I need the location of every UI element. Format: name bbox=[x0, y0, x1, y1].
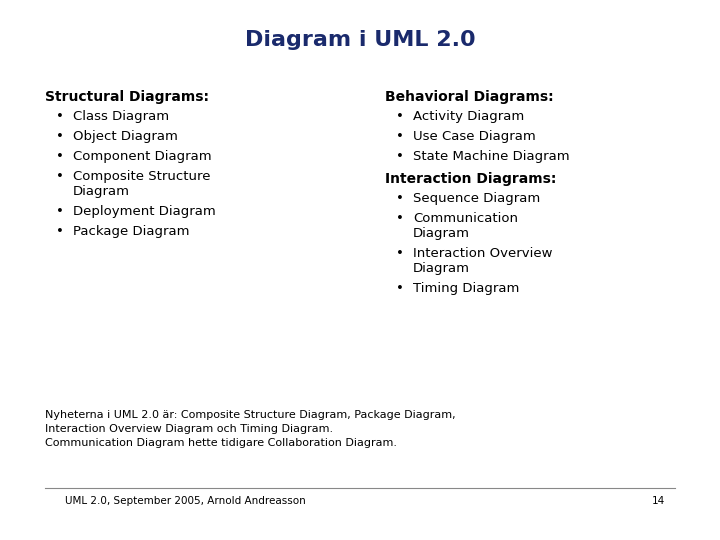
Text: Component Diagram: Component Diagram bbox=[73, 150, 212, 163]
Text: Diagram i UML 2.0: Diagram i UML 2.0 bbox=[245, 30, 475, 50]
Text: UML 2.0, September 2005, Arnold Andreasson: UML 2.0, September 2005, Arnold Andreass… bbox=[65, 496, 306, 506]
Text: •: • bbox=[56, 130, 64, 143]
Text: Interaction Overview: Interaction Overview bbox=[413, 247, 552, 260]
Text: •: • bbox=[396, 192, 404, 205]
Text: Use Case Diagram: Use Case Diagram bbox=[413, 130, 536, 143]
Text: •: • bbox=[56, 150, 64, 163]
Text: State Machine Diagram: State Machine Diagram bbox=[413, 150, 570, 163]
Text: Diagram: Diagram bbox=[413, 227, 470, 240]
Text: •: • bbox=[396, 110, 404, 123]
Text: Diagram: Diagram bbox=[413, 262, 470, 275]
Text: Package Diagram: Package Diagram bbox=[73, 225, 189, 238]
Text: Composite Structure: Composite Structure bbox=[73, 170, 210, 183]
Text: Activity Diagram: Activity Diagram bbox=[413, 110, 524, 123]
Text: •: • bbox=[396, 150, 404, 163]
Text: Class Diagram: Class Diagram bbox=[73, 110, 169, 123]
Text: Communication: Communication bbox=[413, 212, 518, 225]
Text: •: • bbox=[396, 130, 404, 143]
Text: Sequence Diagram: Sequence Diagram bbox=[413, 192, 540, 205]
Text: •: • bbox=[396, 282, 404, 295]
Text: •: • bbox=[56, 170, 64, 183]
Text: Diagram: Diagram bbox=[73, 185, 130, 198]
Text: 14: 14 bbox=[652, 496, 665, 506]
Text: Object Diagram: Object Diagram bbox=[73, 130, 178, 143]
Text: •: • bbox=[56, 110, 64, 123]
Text: •: • bbox=[396, 212, 404, 225]
Text: Deployment Diagram: Deployment Diagram bbox=[73, 205, 216, 218]
Text: •: • bbox=[56, 205, 64, 218]
Text: Nyheterna i UML 2.0 är: Composite Structure Diagram, Package Diagram,
Interactio: Nyheterna i UML 2.0 är: Composite Struct… bbox=[45, 410, 456, 448]
Text: Timing Diagram: Timing Diagram bbox=[413, 282, 519, 295]
Text: •: • bbox=[56, 225, 64, 238]
Text: Interaction Diagrams:: Interaction Diagrams: bbox=[385, 172, 557, 186]
Text: Behavioral Diagrams:: Behavioral Diagrams: bbox=[385, 90, 554, 104]
Text: •: • bbox=[396, 247, 404, 260]
Text: Structural Diagrams:: Structural Diagrams: bbox=[45, 90, 209, 104]
